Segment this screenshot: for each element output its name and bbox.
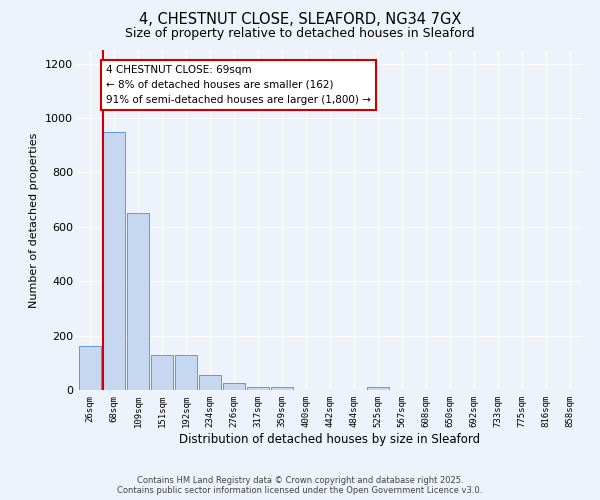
Bar: [271, 388, 293, 390]
Bar: [103, 132, 125, 390]
Bar: [127, 213, 149, 390]
Text: Contains HM Land Registry data © Crown copyright and database right 2025.
Contai: Contains HM Land Registry data © Crown c…: [118, 476, 482, 495]
Text: 4, CHESTNUT CLOSE, SLEAFORD, NG34 7GX: 4, CHESTNUT CLOSE, SLEAFORD, NG34 7GX: [139, 12, 461, 28]
Bar: [199, 375, 221, 390]
Text: 4 CHESTNUT CLOSE: 69sqm
← 8% of detached houses are smaller (162)
91% of semi-de: 4 CHESTNUT CLOSE: 69sqm ← 8% of detached…: [106, 65, 371, 104]
X-axis label: Distribution of detached houses by size in Sleaford: Distribution of detached houses by size …: [179, 432, 481, 446]
Bar: [367, 388, 389, 390]
Y-axis label: Number of detached properties: Number of detached properties: [29, 132, 40, 308]
Text: Size of property relative to detached houses in Sleaford: Size of property relative to detached ho…: [125, 28, 475, 40]
Bar: [151, 354, 173, 390]
Bar: [223, 383, 245, 390]
Bar: [247, 386, 269, 390]
Bar: [79, 346, 101, 390]
Bar: [175, 354, 197, 390]
